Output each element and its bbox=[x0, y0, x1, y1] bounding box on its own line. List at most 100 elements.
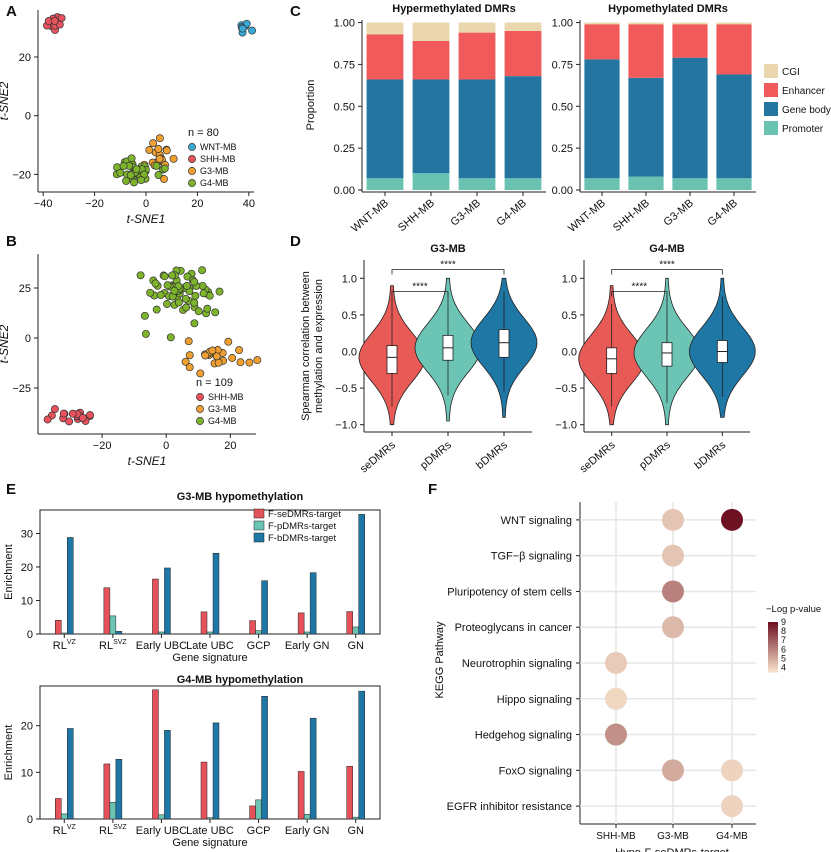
colorbar-title: −Log p-value bbox=[766, 604, 821, 615]
data-point-g3-mb bbox=[155, 134, 164, 143]
stacked-bar-chart-1: Hypermethylated DMRs 0.00 0.25 0.50 0.75 1.00… bbox=[334, 3, 546, 235]
x-tick-label: 20 bbox=[191, 198, 203, 210]
bar-segment-gene-body bbox=[458, 79, 496, 179]
y-axis-title: Enrichment bbox=[3, 544, 15, 600]
bar-f-pdmrs-target bbox=[206, 817, 214, 820]
subchart-title: G3-MB bbox=[430, 243, 466, 255]
bar-segment-gene-body bbox=[412, 79, 450, 174]
data-point-g3-mb bbox=[235, 346, 244, 355]
data-point-g4-mb bbox=[152, 161, 161, 170]
legend-marker bbox=[188, 155, 196, 163]
y-tick-label: Hedgehog signaling bbox=[475, 730, 572, 742]
bar-f-pdmrs-target bbox=[158, 631, 165, 635]
bar-segment-cgi bbox=[672, 22, 708, 25]
y-axis-title: t-SNE2 bbox=[0, 81, 11, 120]
legend-item: F-bDMRs-target bbox=[268, 533, 336, 544]
data-point-g4-mb bbox=[166, 333, 175, 342]
significance-label: **** bbox=[440, 260, 456, 271]
data-point-g4-mb bbox=[215, 287, 224, 296]
data-point-g4-mb bbox=[141, 329, 150, 338]
y-tick-label: −0.5 bbox=[335, 383, 357, 395]
subchart-title: Hypomethylated DMRs bbox=[608, 3, 728, 15]
data-point-g3-mb bbox=[154, 145, 163, 153]
data-point-g3-mb bbox=[196, 369, 205, 378]
x-axis-title: t-SNE1 bbox=[127, 212, 166, 226]
bar-f-bdmrs-target bbox=[261, 696, 268, 820]
data-point-g4-mb bbox=[183, 272, 192, 281]
legend-swatch bbox=[764, 102, 778, 116]
significance-bracket bbox=[611, 291, 668, 297]
x-tick-label: G3-MB bbox=[662, 197, 696, 229]
bar-segment-promoter bbox=[458, 178, 496, 190]
data-point-g4-mb bbox=[146, 288, 155, 297]
data-point-g4-mb bbox=[163, 281, 172, 290]
bar-f-pdmrs-target bbox=[109, 801, 117, 820]
data-point-g4-mb bbox=[116, 168, 125, 177]
data-point-g4-mb bbox=[119, 162, 128, 171]
significance-bracket bbox=[391, 291, 449, 297]
bar-segment-promoter bbox=[628, 176, 664, 190]
bar-f-sedmrs-target bbox=[346, 611, 353, 635]
y-tick-label: 0.25 bbox=[552, 143, 573, 155]
x-tick-label: Early UBC bbox=[136, 640, 187, 652]
data-point-g4-mb bbox=[132, 165, 141, 174]
data-point-shh-mb bbox=[78, 413, 87, 422]
data-point-g3-mb bbox=[181, 357, 190, 366]
y-tick-label: −25 bbox=[12, 383, 31, 395]
colorbar-tick-label: 8 bbox=[781, 626, 786, 636]
bar-f-bdmrs-target bbox=[67, 537, 74, 635]
colorbar-step bbox=[768, 670, 778, 673]
legend-swatch bbox=[253, 508, 265, 519]
bar-segment-enhancer bbox=[504, 30, 542, 77]
panel-letter-f: F bbox=[428, 481, 437, 498]
x-tick-label: RLSVZ bbox=[99, 824, 127, 837]
significance-bracket bbox=[611, 269, 723, 275]
data-point-g4-mb bbox=[163, 300, 171, 308]
data-point-g3-mb bbox=[228, 354, 237, 362]
x-tick-label: −20 bbox=[93, 440, 112, 452]
y-tick-label: −1.0 bbox=[555, 420, 577, 432]
y-tick-label: 1.00 bbox=[552, 18, 573, 30]
data-point-g4-mb bbox=[190, 298, 199, 307]
bar-segment-promoter bbox=[584, 178, 620, 190]
bar-f-sedmrs-target bbox=[152, 578, 159, 635]
y-tick-label: 0.50 bbox=[334, 101, 355, 113]
x-tick-label: G4-MB bbox=[706, 197, 740, 229]
legend-item: G4-MB bbox=[200, 178, 229, 188]
legend-item: Enhancer bbox=[782, 86, 825, 97]
legend-swatch bbox=[764, 83, 778, 97]
colorbar-step bbox=[768, 662, 778, 665]
legend-marker bbox=[188, 179, 196, 187]
x-tick-label: seDMRs bbox=[578, 439, 618, 476]
x-tick-label: 20 bbox=[224, 440, 236, 452]
bar-f-sedmrs-target bbox=[103, 763, 111, 820]
colorbar-step bbox=[768, 638, 778, 641]
data-point-g4-mb bbox=[140, 311, 149, 320]
subchart-title: G4-MB hypomethylation bbox=[177, 674, 304, 686]
y-tick-label: −20 bbox=[12, 169, 31, 181]
data-point-g4-mb bbox=[211, 308, 220, 317]
y-axis-title-line1: Spearman correlation between bbox=[300, 271, 312, 421]
colorbar-tick-label: 4 bbox=[781, 662, 786, 672]
colorbar-step bbox=[768, 624, 778, 627]
bar-f-pdmrs-target bbox=[303, 814, 311, 820]
colorbar-step bbox=[768, 622, 778, 625]
panel-letter-e: E bbox=[6, 481, 16, 498]
colorbar-step bbox=[768, 654, 778, 657]
bar-segment-gene-body bbox=[504, 76, 542, 179]
x-axis-title: Hypo-F-seDMRs-target bbox=[615, 847, 729, 852]
panel-letter-b: B bbox=[6, 233, 17, 250]
legend-swatch bbox=[764, 121, 778, 135]
x-tick-label: bDMRs bbox=[692, 439, 728, 472]
data-point-g4-mb bbox=[160, 272, 169, 281]
x-tick-superscript: SVZ bbox=[113, 639, 127, 646]
legend-item: WNT-MB bbox=[200, 142, 237, 152]
data-point-g3-mb bbox=[208, 346, 217, 355]
legend-swatch bbox=[253, 532, 265, 543]
data-point-shh-mb bbox=[50, 405, 59, 414]
x-tick-label: pDMRs bbox=[418, 439, 454, 472]
bar-segment-enhancer bbox=[366, 34, 404, 80]
data-point-g4-mb bbox=[151, 279, 160, 288]
data-point-g3-mb bbox=[169, 154, 178, 163]
colorbar-step bbox=[768, 626, 778, 629]
